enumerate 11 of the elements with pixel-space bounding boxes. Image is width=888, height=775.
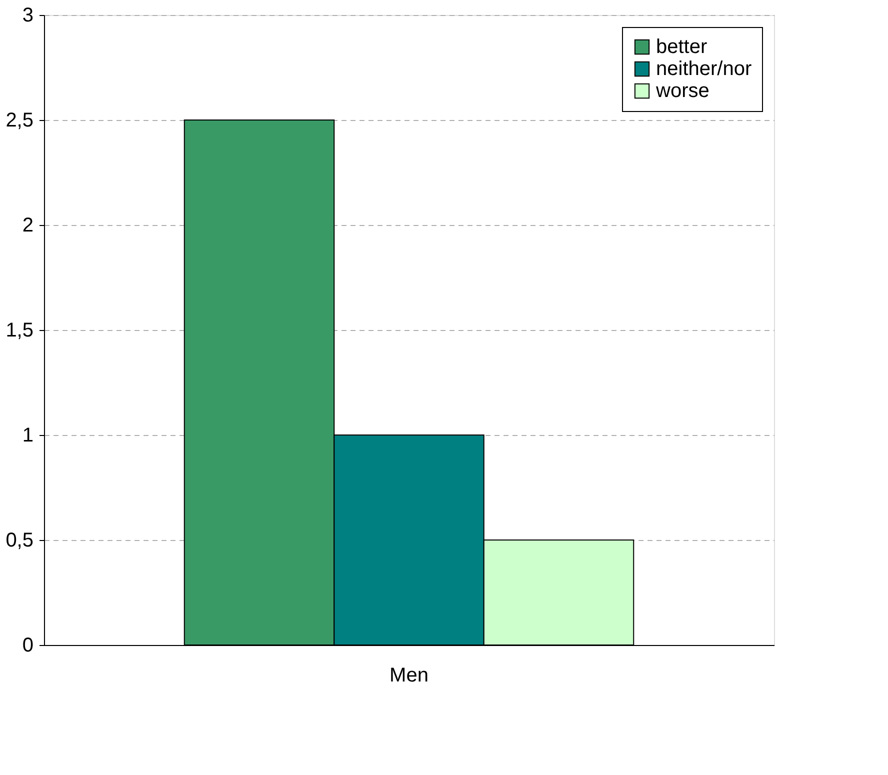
y-tick-label: 0,5 (6, 530, 34, 552)
y-tick-label: 2 (22, 214, 34, 236)
x-tick-label: Men (390, 664, 428, 686)
y-tick-label: 0 (22, 634, 34, 656)
y-tick-label: 2,5 (6, 110, 34, 132)
legend-label: neither/nor (656, 58, 752, 80)
y-tick-label: 1,5 (6, 320, 34, 342)
legend-label: worse (655, 80, 710, 102)
y-tick-label: 1 (22, 424, 34, 446)
legend-label: better (656, 36, 708, 58)
y-tick-label: 3 (22, 4, 34, 26)
